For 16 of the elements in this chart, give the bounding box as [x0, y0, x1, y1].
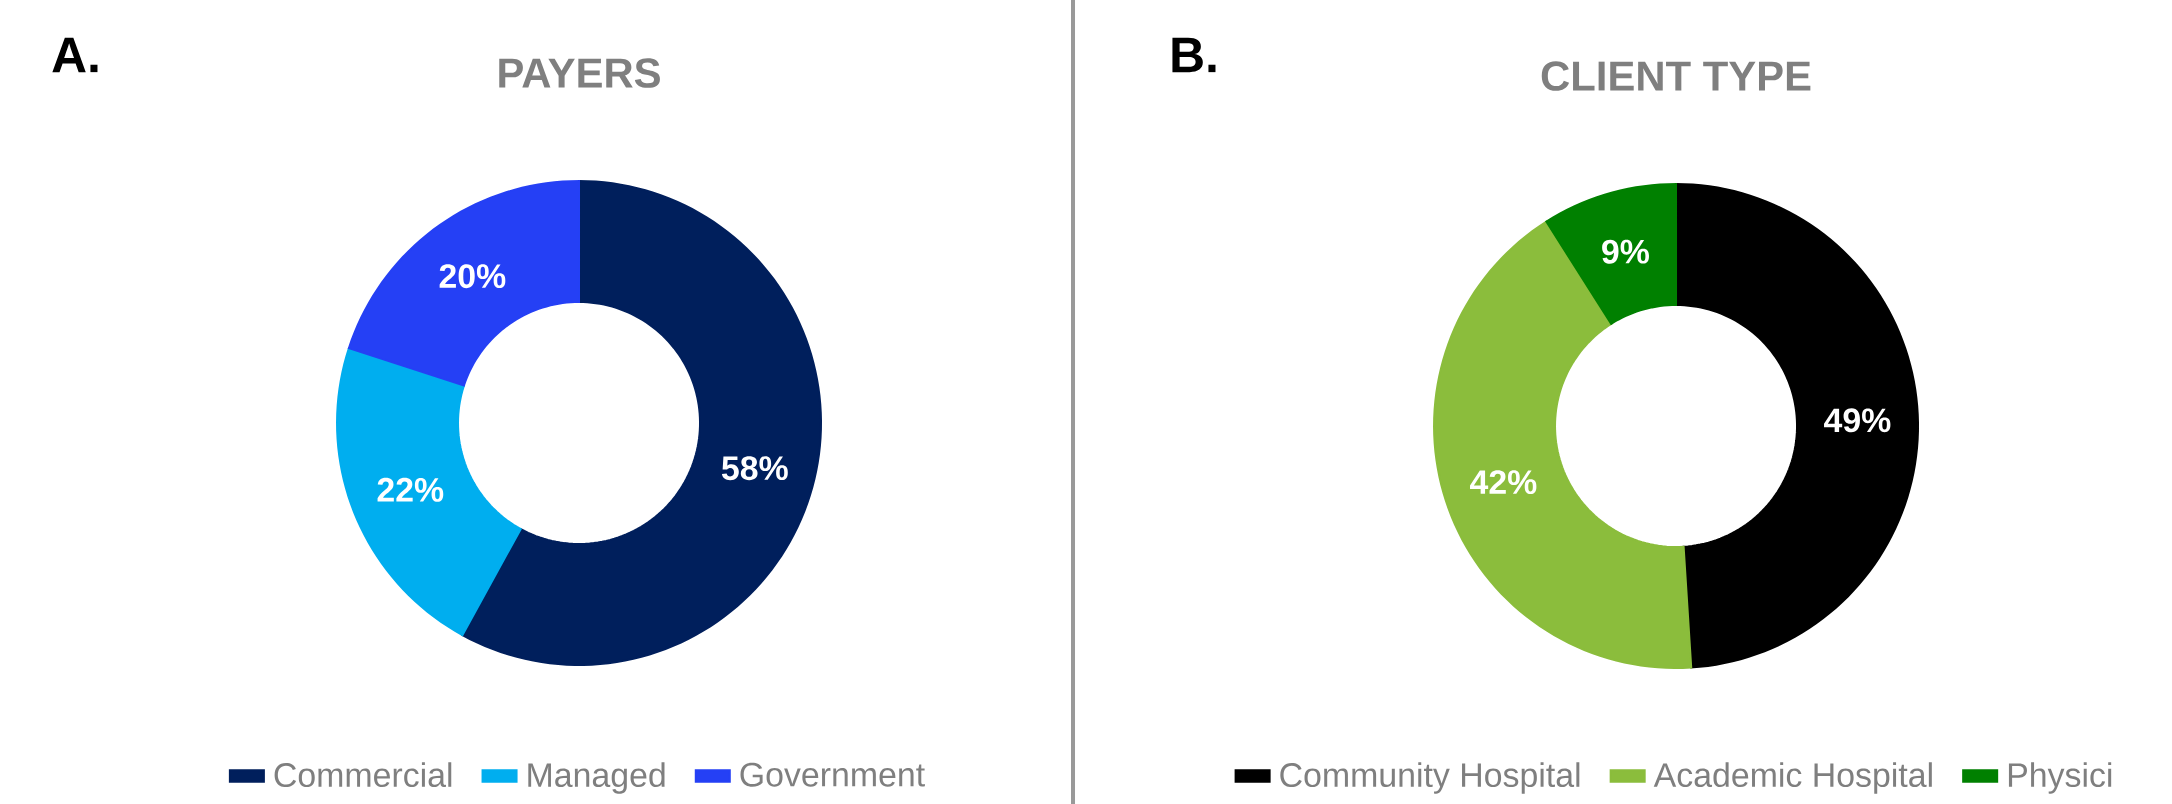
- data-label: 42%: [1470, 470, 1537, 495]
- legend-label: Government: [740, 762, 925, 787]
- legend-label: Managed: [528, 762, 665, 794]
- data-label: 20%: [439, 264, 506, 289]
- chart-title: CLIENT TYPE: [1541, 61, 1811, 91]
- text: A.: [52, 37, 98, 73]
- chart-title: PAYERS: [499, 58, 660, 88]
- legend-label: Physici: [2008, 762, 2112, 794]
- data-label: 58%: [721, 456, 788, 481]
- data-label: 9%: [1602, 239, 1649, 264]
- data-label: 22%: [377, 477, 444, 502]
- legend-label: Commercial: [274, 762, 452, 788]
- legend-label: Academic Hospital: [1653, 762, 1932, 794]
- legend-label: Community Hospital: [1280, 762, 1580, 794]
- text: B.: [1172, 37, 1216, 73]
- data-label: 49%: [1824, 408, 1891, 433]
